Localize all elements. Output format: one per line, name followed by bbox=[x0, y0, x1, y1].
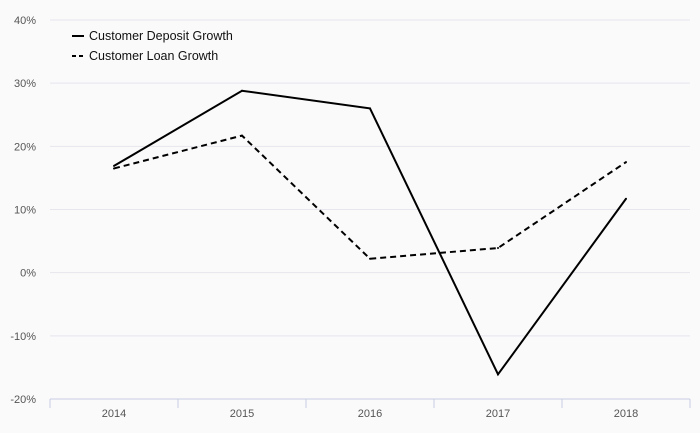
series-0-point bbox=[625, 197, 627, 200]
series-1-point bbox=[497, 247, 499, 250]
series-lines bbox=[113, 89, 627, 377]
series-0-point bbox=[497, 373, 499, 376]
series-1-point bbox=[113, 167, 115, 170]
series-0-point bbox=[113, 164, 115, 167]
y-tick-label: 40% bbox=[14, 15, 36, 27]
series-1-point bbox=[369, 257, 371, 260]
x-tick-label: 2017 bbox=[486, 408, 510, 420]
series-1-point bbox=[241, 134, 243, 137]
y-tick-label: -10% bbox=[10, 331, 36, 343]
y-tick-label: -20% bbox=[10, 394, 36, 406]
y-tick-label: 0% bbox=[20, 268, 36, 280]
x-tick-label: 2015 bbox=[230, 408, 254, 420]
x-tick-label: 2014 bbox=[102, 408, 126, 420]
series-0-point bbox=[369, 107, 371, 110]
y-tick-label: 10% bbox=[14, 205, 36, 217]
gridlines bbox=[50, 19, 690, 337]
legend: Customer Deposit Growth Customer Loan Gro… bbox=[72, 29, 233, 63]
x-tick-label: 2016 bbox=[358, 408, 382, 420]
x-tick-label: 2018 bbox=[614, 408, 638, 420]
series-1-point bbox=[625, 161, 627, 164]
x-axis: 2014 2015 2016 2017 2018 bbox=[49, 398, 691, 420]
y-tick-label: 20% bbox=[14, 141, 36, 153]
legend-label: Customer Loan Growth bbox=[89, 49, 218, 63]
legend-label: Customer Deposit Growth bbox=[89, 29, 233, 43]
series-0-point bbox=[241, 89, 243, 92]
y-tick-label: 30% bbox=[14, 78, 36, 90]
y-axis: 40% 30% 20% 10% 0% -10% -20% bbox=[10, 15, 36, 406]
